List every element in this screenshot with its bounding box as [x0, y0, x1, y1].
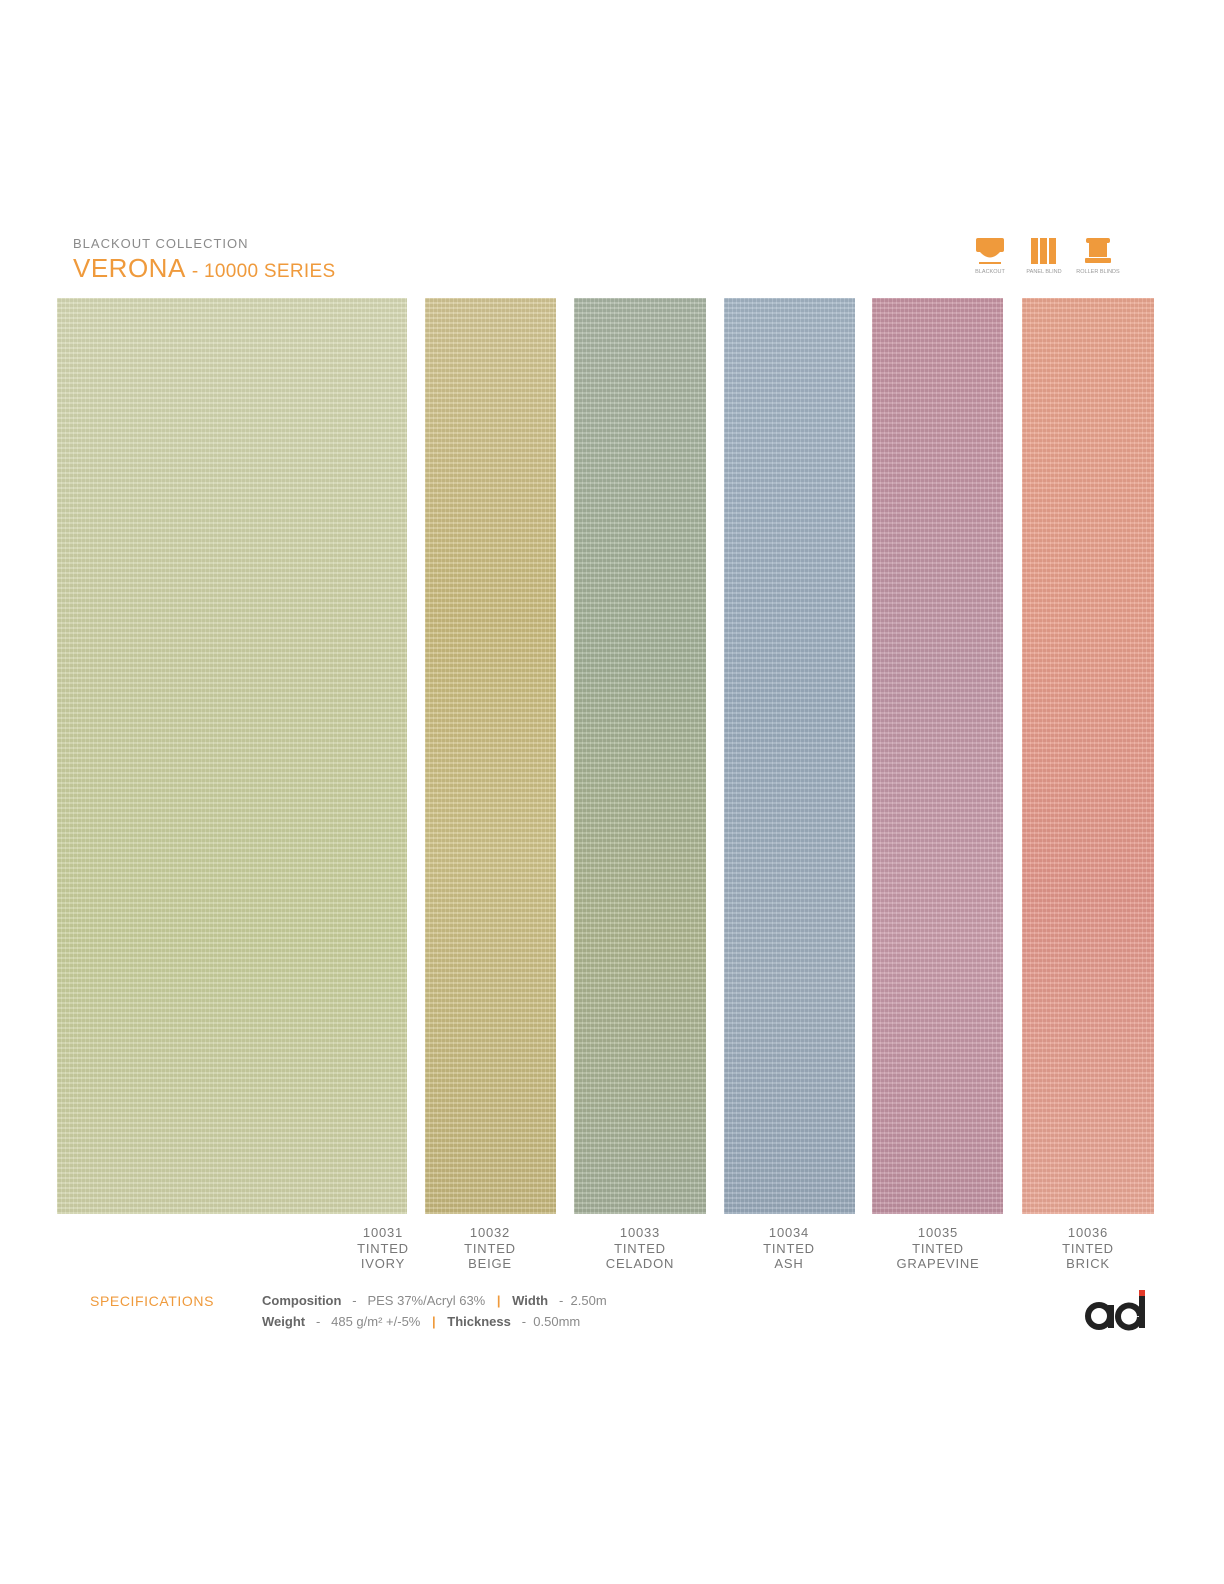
width-label: Width	[512, 1293, 549, 1308]
dash: -	[514, 1314, 530, 1329]
product-type-icons: BLACKOUT PANEL BLIND ROLLER BLINDS	[970, 236, 1120, 275]
thickness-value: 0.50mm	[533, 1314, 581, 1329]
roller-blinds-label: ROLLER BLINDS	[1076, 269, 1120, 275]
swatch-code: 10034	[768, 1225, 810, 1240]
swatch-code: 10033	[619, 1225, 661, 1240]
swatch-tinted-beige	[425, 298, 556, 1214]
swatch-tinted-celadon	[574, 298, 706, 1214]
dash: -	[345, 1293, 364, 1308]
swatch-line1: TINTED	[614, 1240, 666, 1256]
swatch-line2: IVORY	[360, 1256, 406, 1271]
swatch-code: 10032	[469, 1225, 511, 1240]
blackout-icon	[976, 238, 1004, 264]
swatch-line2: ASH	[774, 1256, 804, 1271]
swatch-fill	[425, 298, 556, 1214]
composition-value: PES 37%/Acryl 63%	[367, 1293, 486, 1308]
swatch-line1: TINTED	[357, 1240, 409, 1256]
swatch-label-celadon: 10033 TINTED CELADON	[590, 1225, 690, 1272]
swatch-label-ash: 10034 TINTED ASH	[749, 1225, 829, 1272]
swatch-line2: BRICK	[1066, 1256, 1110, 1271]
series-code: - 10000 SERIES	[191, 261, 336, 282]
swatch-line1: TINTED	[912, 1240, 964, 1256]
panel-blind-item: PANEL BLIND	[1024, 236, 1064, 275]
series-name: VERONA	[73, 253, 186, 283]
blackout-label: BLACKOUT	[975, 269, 1005, 275]
swatch-line1: TINTED	[464, 1240, 516, 1256]
composition-label: Composition	[262, 1293, 342, 1308]
swatch-code: 10036	[1067, 1225, 1109, 1240]
roller-blinds-item: ROLLER BLINDS	[1076, 236, 1120, 275]
swatch-line2: GRAPEVINE	[896, 1256, 980, 1271]
swatch-fill	[724, 298, 855, 1214]
page-title: VERONA - 10000 SERIES	[73, 253, 335, 284]
weight-label: Weight	[262, 1314, 306, 1329]
swatch-tinted-ash	[724, 298, 855, 1214]
panel-blind-icon	[1031, 238, 1056, 264]
swatch-fill	[1022, 298, 1154, 1214]
swatch-line1: TINTED	[1062, 1240, 1114, 1256]
dash: -	[551, 1293, 567, 1308]
spec-line-weight-thickness: Weight - 485 g/m² +/-5% | Thickness - 0.…	[262, 1314, 580, 1329]
swatch-code: 10031	[362, 1225, 404, 1240]
swatch-line2: BEIGE	[468, 1256, 512, 1271]
separator: |	[496, 1293, 501, 1308]
weight-value: 485 g/m² +/-5%	[331, 1314, 421, 1329]
swatch-line1: TINTED	[763, 1240, 815, 1256]
thickness-label: Thickness	[447, 1314, 511, 1329]
swatch-code: 10035	[917, 1225, 959, 1240]
collection-label: BLACKOUT COLLECTION	[73, 236, 249, 251]
swatch-fill	[872, 298, 1003, 1214]
swatch-tinted-grapevine	[872, 298, 1003, 1214]
swatch-label-grapevine: 10035 TINTED GRAPEVINE	[883, 1225, 993, 1272]
dash: -	[308, 1314, 328, 1329]
swatch-line2: CELADON	[605, 1256, 675, 1271]
swatch-tinted-brick	[1022, 298, 1154, 1214]
swatch-fill	[57, 298, 407, 1214]
swatch-fill	[574, 298, 706, 1214]
swatch-tinted-ivory	[57, 298, 407, 1214]
swatch-label-ivory: 10031 TINTED IVORY	[343, 1225, 423, 1272]
swatch-label-beige: 10032 TINTED BEIGE	[450, 1225, 530, 1272]
blackout-item: BLACKOUT	[970, 236, 1010, 275]
separator: |	[432, 1314, 436, 1329]
specifications-title: SPECIFICATIONS	[90, 1293, 215, 1309]
page-header: BLACKOUT COLLECTION VERONA - 10000 SERIE…	[73, 236, 335, 284]
swatch-label-brick: 10036 TINTED BRICK	[1048, 1225, 1128, 1272]
spec-line-composition-width: Composition - PES 37%/Acryl 63% | Width …	[262, 1293, 607, 1308]
brand-logo	[1085, 1290, 1145, 1331]
roller-blinds-icon	[1085, 238, 1111, 263]
panel-blind-label: PANEL BLIND	[1026, 269, 1062, 275]
width-value: 2.50m	[570, 1293, 607, 1308]
